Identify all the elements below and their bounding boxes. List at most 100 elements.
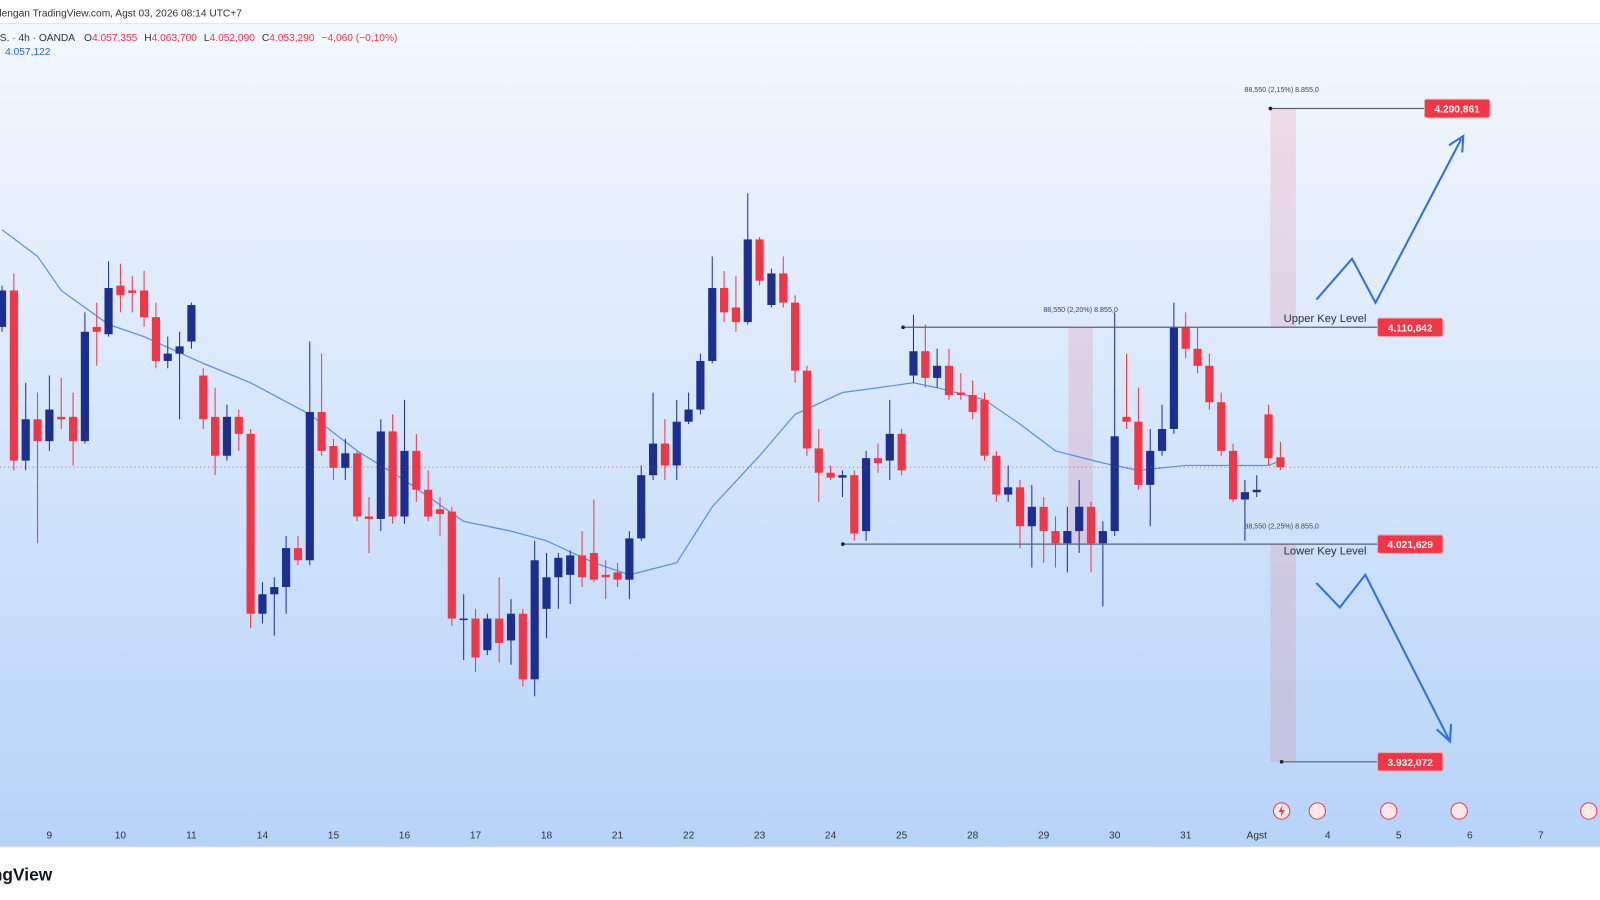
price-box <box>1377 752 1444 772</box>
candle <box>293 535 303 566</box>
candle <box>1110 312 1119 536</box>
candle <box>57 377 66 429</box>
candle-body <box>1122 416 1131 422</box>
level-anchor <box>841 542 845 546</box>
candle <box>116 263 125 313</box>
candle-body <box>1217 402 1226 451</box>
x-tick-label: Agst <box>1247 831 1268 842</box>
candle <box>1075 480 1084 553</box>
event-icon[interactable] <box>1580 802 1598 820</box>
x-tick-label: 28 <box>967 831 979 842</box>
ohlc-value: 4.057,355 <box>92 33 138 44</box>
range-zone <box>1270 544 1296 762</box>
candle-body <box>1098 531 1107 544</box>
event-icon[interactable] <box>1308 802 1327 820</box>
ohlc-value: 4.063,700 <box>152 33 198 44</box>
candle-body <box>400 450 409 517</box>
candle <box>1157 404 1167 456</box>
candle-body <box>1063 531 1072 544</box>
candle <box>660 419 669 481</box>
candle-body <box>1015 487 1025 527</box>
candle <box>376 419 385 532</box>
candle <box>637 465 646 541</box>
candle <box>613 562 622 587</box>
candle <box>1264 404 1273 466</box>
candle-body <box>258 594 267 614</box>
candle <box>33 392 42 544</box>
candle <box>151 302 160 369</box>
candle <box>222 404 232 461</box>
candle-body <box>530 560 539 680</box>
candle-body <box>471 618 480 658</box>
candle-body <box>45 409 54 442</box>
candle-body <box>1110 436 1119 532</box>
candle <box>388 414 397 524</box>
candle <box>9 273 18 471</box>
candle-body <box>944 365 954 395</box>
candle-body <box>353 453 362 517</box>
candle-body <box>187 305 196 342</box>
candle <box>364 497 374 553</box>
candle <box>1027 484 1036 568</box>
candle <box>708 256 717 364</box>
candle <box>92 302 101 366</box>
x-tick-label: 11 <box>186 831 197 842</box>
candle-body <box>92 326 101 332</box>
levels: Upper Key Level 4.110,842 Lower Key Level 4… <box>0 86 1600 772</box>
candle-body <box>838 475 847 478</box>
candle <box>21 382 30 471</box>
source-line: dengan TradingView.com, Agst 03, 2026 08… <box>0 8 242 19</box>
event-icon[interactable] <box>1380 802 1398 820</box>
x-tick-label: 7 <box>1538 831 1544 842</box>
candle-body <box>1039 506 1048 532</box>
candle-body <box>1169 326 1178 429</box>
x-tick-label: 16 <box>399 831 411 842</box>
candle-body <box>341 453 350 468</box>
candle-body <box>128 290 137 293</box>
candle-body <box>9 290 18 461</box>
candle <box>589 499 598 583</box>
candle-body <box>1193 348 1202 366</box>
candle <box>1181 312 1190 359</box>
candle <box>1086 501 1096 573</box>
x-tick-label: 17 <box>470 831 482 842</box>
x-tick-label: 9 <box>47 831 53 842</box>
candle-body <box>956 392 965 395</box>
candle-body <box>755 239 764 281</box>
candle-body <box>577 555 587 578</box>
x-tick-label: 25 <box>896 831 908 842</box>
change: −4,060 (−0,10%) <box>322 33 398 44</box>
candle <box>802 365 812 456</box>
ohlc-key: C <box>262 33 269 44</box>
moving-average <box>1 229 1281 576</box>
candle <box>684 392 693 425</box>
candle <box>1063 506 1072 573</box>
candle <box>1217 392 1226 456</box>
candle <box>317 353 326 456</box>
candle <box>1039 497 1048 563</box>
candle-body <box>211 416 220 456</box>
candle <box>140 271 149 327</box>
candle-body <box>909 351 918 376</box>
candle-body <box>1228 450 1238 500</box>
candle <box>1193 326 1202 374</box>
candle <box>1169 302 1178 434</box>
candle-body <box>566 555 575 575</box>
ohlc-key: H <box>144 33 151 44</box>
candle <box>1276 441 1285 471</box>
candle-body <box>850 475 859 534</box>
candle-body <box>1157 428 1167 451</box>
x-tick-label: 5 <box>1396 831 1402 842</box>
candle-body <box>21 419 30 461</box>
x-tick-label: 31 <box>1180 831 1192 842</box>
event-icon[interactable] <box>1450 802 1468 820</box>
candle <box>850 470 859 541</box>
candle-body <box>980 399 989 456</box>
candle <box>0 285 7 332</box>
candle-body <box>518 613 527 680</box>
candle-body <box>862 458 871 532</box>
plot-area <box>0 23 1600 847</box>
candle <box>518 608 527 687</box>
